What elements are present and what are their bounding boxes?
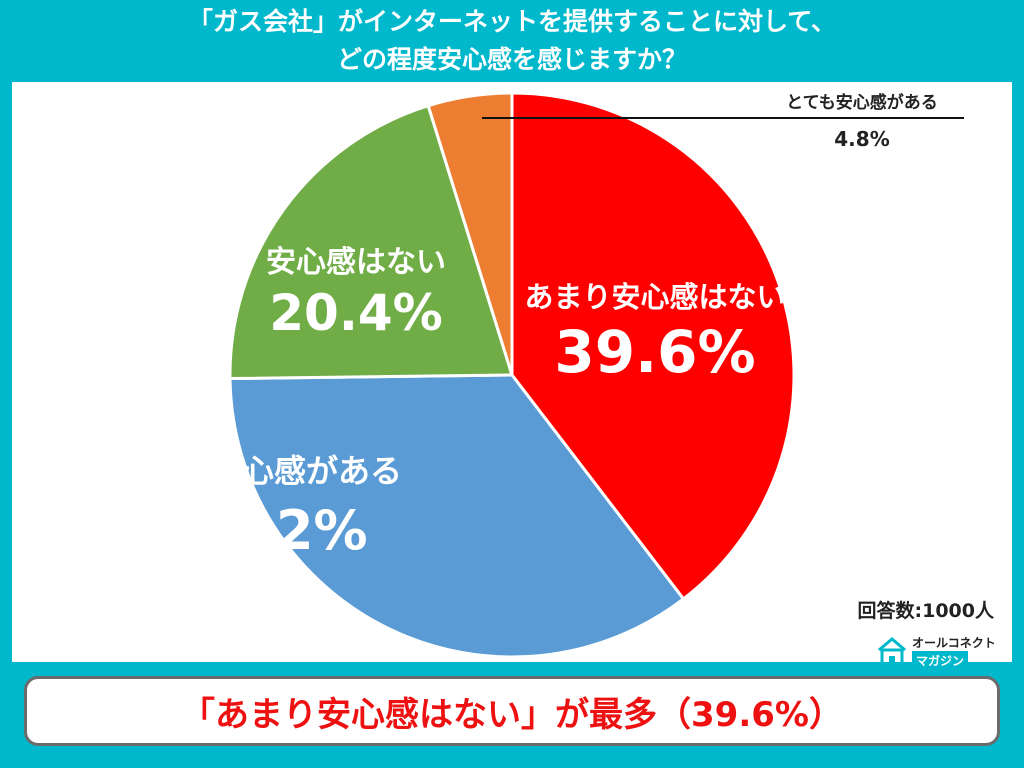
slice-label-2: やや安心感がある [146,452,402,490]
slice-label-3: 安心感はない [266,245,446,280]
slice-value-2: 35.2% [180,499,367,562]
chart-title-line-1: 「ガス会社」がインターネットを提供することに対して、 [187,7,836,36]
slice-value-1: 39.6% [554,318,755,386]
pie-slice-1 [510,91,796,602]
pie-chart: あまり安心感はない 39.6% やや安心感がある 35.2% 安心感はない 20.4% とて… [146,91,964,659]
pie-slice-4 [426,91,514,376]
slice-label-4: とても安心感がある [786,92,938,113]
pie-slice-2 [228,373,686,659]
chart-title-line-2: どの程度安心感を感じますか？ [336,45,687,74]
chart-panel: あまり安心感はない 39.6% やや安心感がある 35.2% 安心感はない 20.4% とて… [12,82,1012,662]
slice-label-1: あまり安心感はない [524,280,785,314]
sample-size-label: 回答数:1000人 [857,600,994,622]
brand-logo: オールコネクト マガジン [876,634,996,670]
summary-banner-text: 「あまり安心感はない」が最多（39.6%） [181,694,843,735]
logo-text-top: オールコネクト [912,636,996,650]
summary-banner: 「あまり安心感はない」が最多（39.6%） [24,676,1000,746]
pie-slice-3 [228,103,515,381]
house-icon [878,637,906,668]
logo-text-bottom: マガジン [912,651,969,670]
slice-value-3: 20.4% [269,284,442,342]
chart-title: 「ガス会社」がインターネットを提供することに対して、 どの程度安心感を感じますか… [0,0,1024,82]
slice-value-4: 4.8% [834,127,889,151]
